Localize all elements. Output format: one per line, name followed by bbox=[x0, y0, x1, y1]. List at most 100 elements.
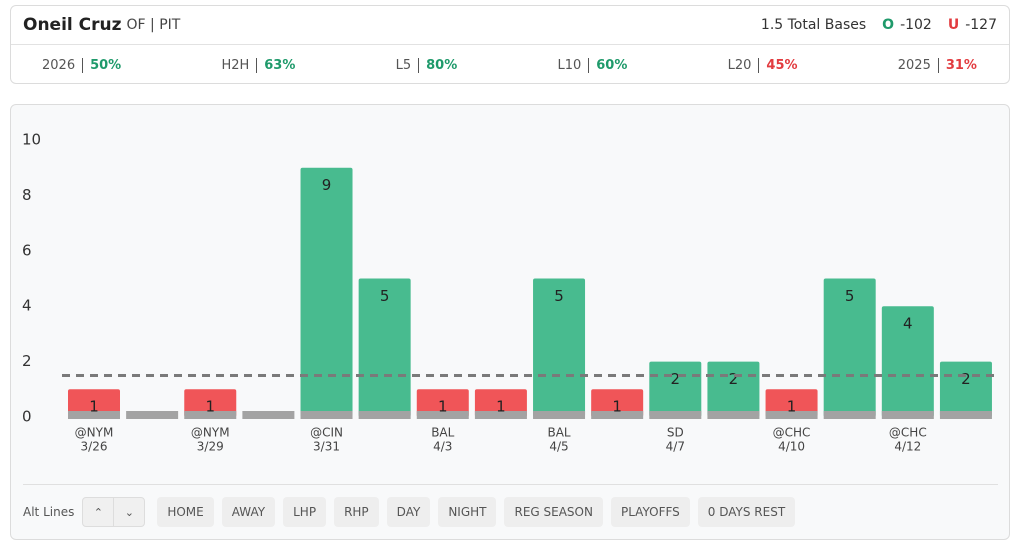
over-label: O bbox=[882, 17, 895, 33]
under-odds: -127 bbox=[965, 17, 997, 33]
filter-button[interactable]: 0 DAYS REST bbox=[697, 497, 796, 527]
filter-button[interactable]: HOME bbox=[157, 497, 214, 527]
bar bbox=[474, 389, 527, 417]
filter-button[interactable]: PLAYOFFS bbox=[610, 497, 690, 527]
stat: 2025 31% bbox=[898, 57, 977, 73]
filter-button[interactable]: NIGHT bbox=[438, 497, 497, 527]
bar-base bbox=[649, 411, 702, 419]
x-tick-label: @CHC bbox=[889, 426, 927, 440]
x-tick-label: @CHC bbox=[773, 426, 811, 440]
bar bbox=[765, 389, 818, 417]
bar bbox=[533, 278, 586, 417]
bar bbox=[591, 389, 644, 417]
filters: HOME AWAY LHP RHP DAY NIGHT REG SEASON PLAYOFFS… bbox=[157, 497, 796, 527]
bar-value-label: 1 bbox=[612, 398, 622, 416]
stat-label: H2H bbox=[221, 57, 258, 73]
bar bbox=[823, 278, 876, 417]
x-tick-date: 4/7 bbox=[666, 440, 685, 454]
bar-base bbox=[184, 411, 237, 419]
y-tick-label: 0 bbox=[22, 408, 32, 426]
bar-base bbox=[533, 411, 586, 419]
stat-label: L10 bbox=[557, 57, 590, 73]
bar-base bbox=[591, 411, 644, 419]
bar bbox=[881, 306, 934, 417]
prop-info: 1.5 Total Bases O -102 U -127 bbox=[761, 17, 997, 33]
y-tick-label: 4 bbox=[22, 297, 32, 315]
y-tick-label: 10 bbox=[22, 131, 41, 149]
x-tick-label: SD bbox=[667, 426, 684, 440]
bar-value-label: 1 bbox=[496, 398, 506, 416]
x-tick-date: 4/12 bbox=[894, 440, 921, 454]
toolbar: Alt Lines ⌃ ⌄ HOME AWAY LHP RHP DAY NIGHT REG … bbox=[23, 497, 796, 527]
stat-label: L20 bbox=[728, 57, 760, 73]
bar-base bbox=[765, 411, 818, 419]
player-position: OF | PIT bbox=[126, 17, 181, 33]
x-tick-label: @NYM bbox=[75, 426, 114, 440]
step-up[interactable]: ⌃ bbox=[93, 505, 103, 519]
x-tick-label: @NYM bbox=[191, 426, 230, 440]
x-tick-date: 4/3 bbox=[433, 440, 452, 454]
stat-value: 60% bbox=[596, 57, 628, 73]
x-tick-date: 4/10 bbox=[778, 440, 805, 454]
bar-value-label: 2 bbox=[729, 370, 739, 388]
stat: L10 60% bbox=[557, 57, 628, 73]
bar-base bbox=[68, 411, 120, 419]
chart: 02468101@NYM3/261@NYM3/299@CIN3/3151BAL4… bbox=[22, 131, 998, 454]
bar-base bbox=[881, 411, 934, 419]
stat-value: 80% bbox=[426, 57, 458, 73]
x-tick-date: 3/26 bbox=[81, 440, 108, 454]
bar-base bbox=[242, 411, 295, 419]
x-tick-date: 3/29 bbox=[197, 440, 224, 454]
alt-lines-label: Alt Lines bbox=[23, 505, 75, 519]
filter-button[interactable]: AWAY bbox=[221, 497, 276, 527]
stat-value: 63% bbox=[264, 57, 296, 73]
bar bbox=[649, 361, 702, 417]
stat: 2026 50% bbox=[42, 57, 121, 73]
step-down[interactable]: ⌄ bbox=[113, 498, 144, 526]
x-tick-label: BAL bbox=[431, 426, 454, 440]
stat-label: L5 bbox=[396, 57, 420, 73]
bar-value-label: 1 bbox=[205, 398, 215, 416]
bar-base bbox=[707, 411, 760, 419]
under-label: U bbox=[947, 17, 960, 33]
bar-base bbox=[939, 411, 992, 419]
bar-value-label: 4 bbox=[903, 315, 913, 333]
x-tick-date: 3/31 bbox=[313, 440, 340, 454]
bar-base bbox=[416, 411, 469, 419]
bar-value-label: 5 bbox=[554, 287, 564, 305]
y-tick-label: 2 bbox=[22, 352, 32, 370]
bar-base bbox=[126, 411, 179, 419]
stat-label: 2025 bbox=[898, 57, 939, 73]
bar bbox=[300, 167, 353, 417]
bar bbox=[68, 389, 120, 417]
bar-value-label: 2 bbox=[671, 370, 681, 388]
player-name: Oneil Cruz bbox=[23, 15, 122, 35]
stat-value: 31% bbox=[945, 57, 977, 73]
prop-card: Oneil Cruz OF | PIT 1.5 Total Bases O -1… bbox=[10, 5, 1010, 84]
stat: H2H 63% bbox=[221, 57, 296, 73]
stats-row: 2026 50% H2H 63% L5 80% L10 60% L20 45% 2025 31% bbox=[11, 45, 1009, 85]
filter-button[interactable]: REG SEASON bbox=[504, 497, 603, 527]
bar-base bbox=[358, 411, 411, 419]
y-tick-label: 8 bbox=[22, 186, 32, 204]
bar-value-label: 5 bbox=[845, 287, 855, 305]
bar bbox=[358, 278, 411, 417]
bar-base bbox=[823, 411, 876, 419]
x-tick-label: @CIN bbox=[310, 426, 343, 440]
filter-button[interactable]: LHP bbox=[283, 497, 327, 527]
filter-button[interactable]: DAY bbox=[386, 497, 431, 527]
separator bbox=[23, 484, 998, 485]
bar-base bbox=[474, 411, 527, 419]
bar-value-label: 1 bbox=[438, 398, 448, 416]
bar-base bbox=[300, 411, 353, 419]
stat: L20 45% bbox=[728, 57, 798, 73]
prop-line: 1.5 Total Bases bbox=[760, 17, 867, 33]
bar bbox=[184, 389, 237, 417]
over-odds: -102 bbox=[900, 17, 932, 33]
stat: L5 80% bbox=[396, 57, 458, 73]
bar-value-label: 2 bbox=[961, 370, 971, 388]
title-row: Oneil Cruz OF | PIT 1.5 Total Bases O -1… bbox=[11, 6, 1009, 45]
x-tick-label: BAL bbox=[547, 426, 570, 440]
filter-button[interactable]: RHP bbox=[334, 497, 379, 527]
